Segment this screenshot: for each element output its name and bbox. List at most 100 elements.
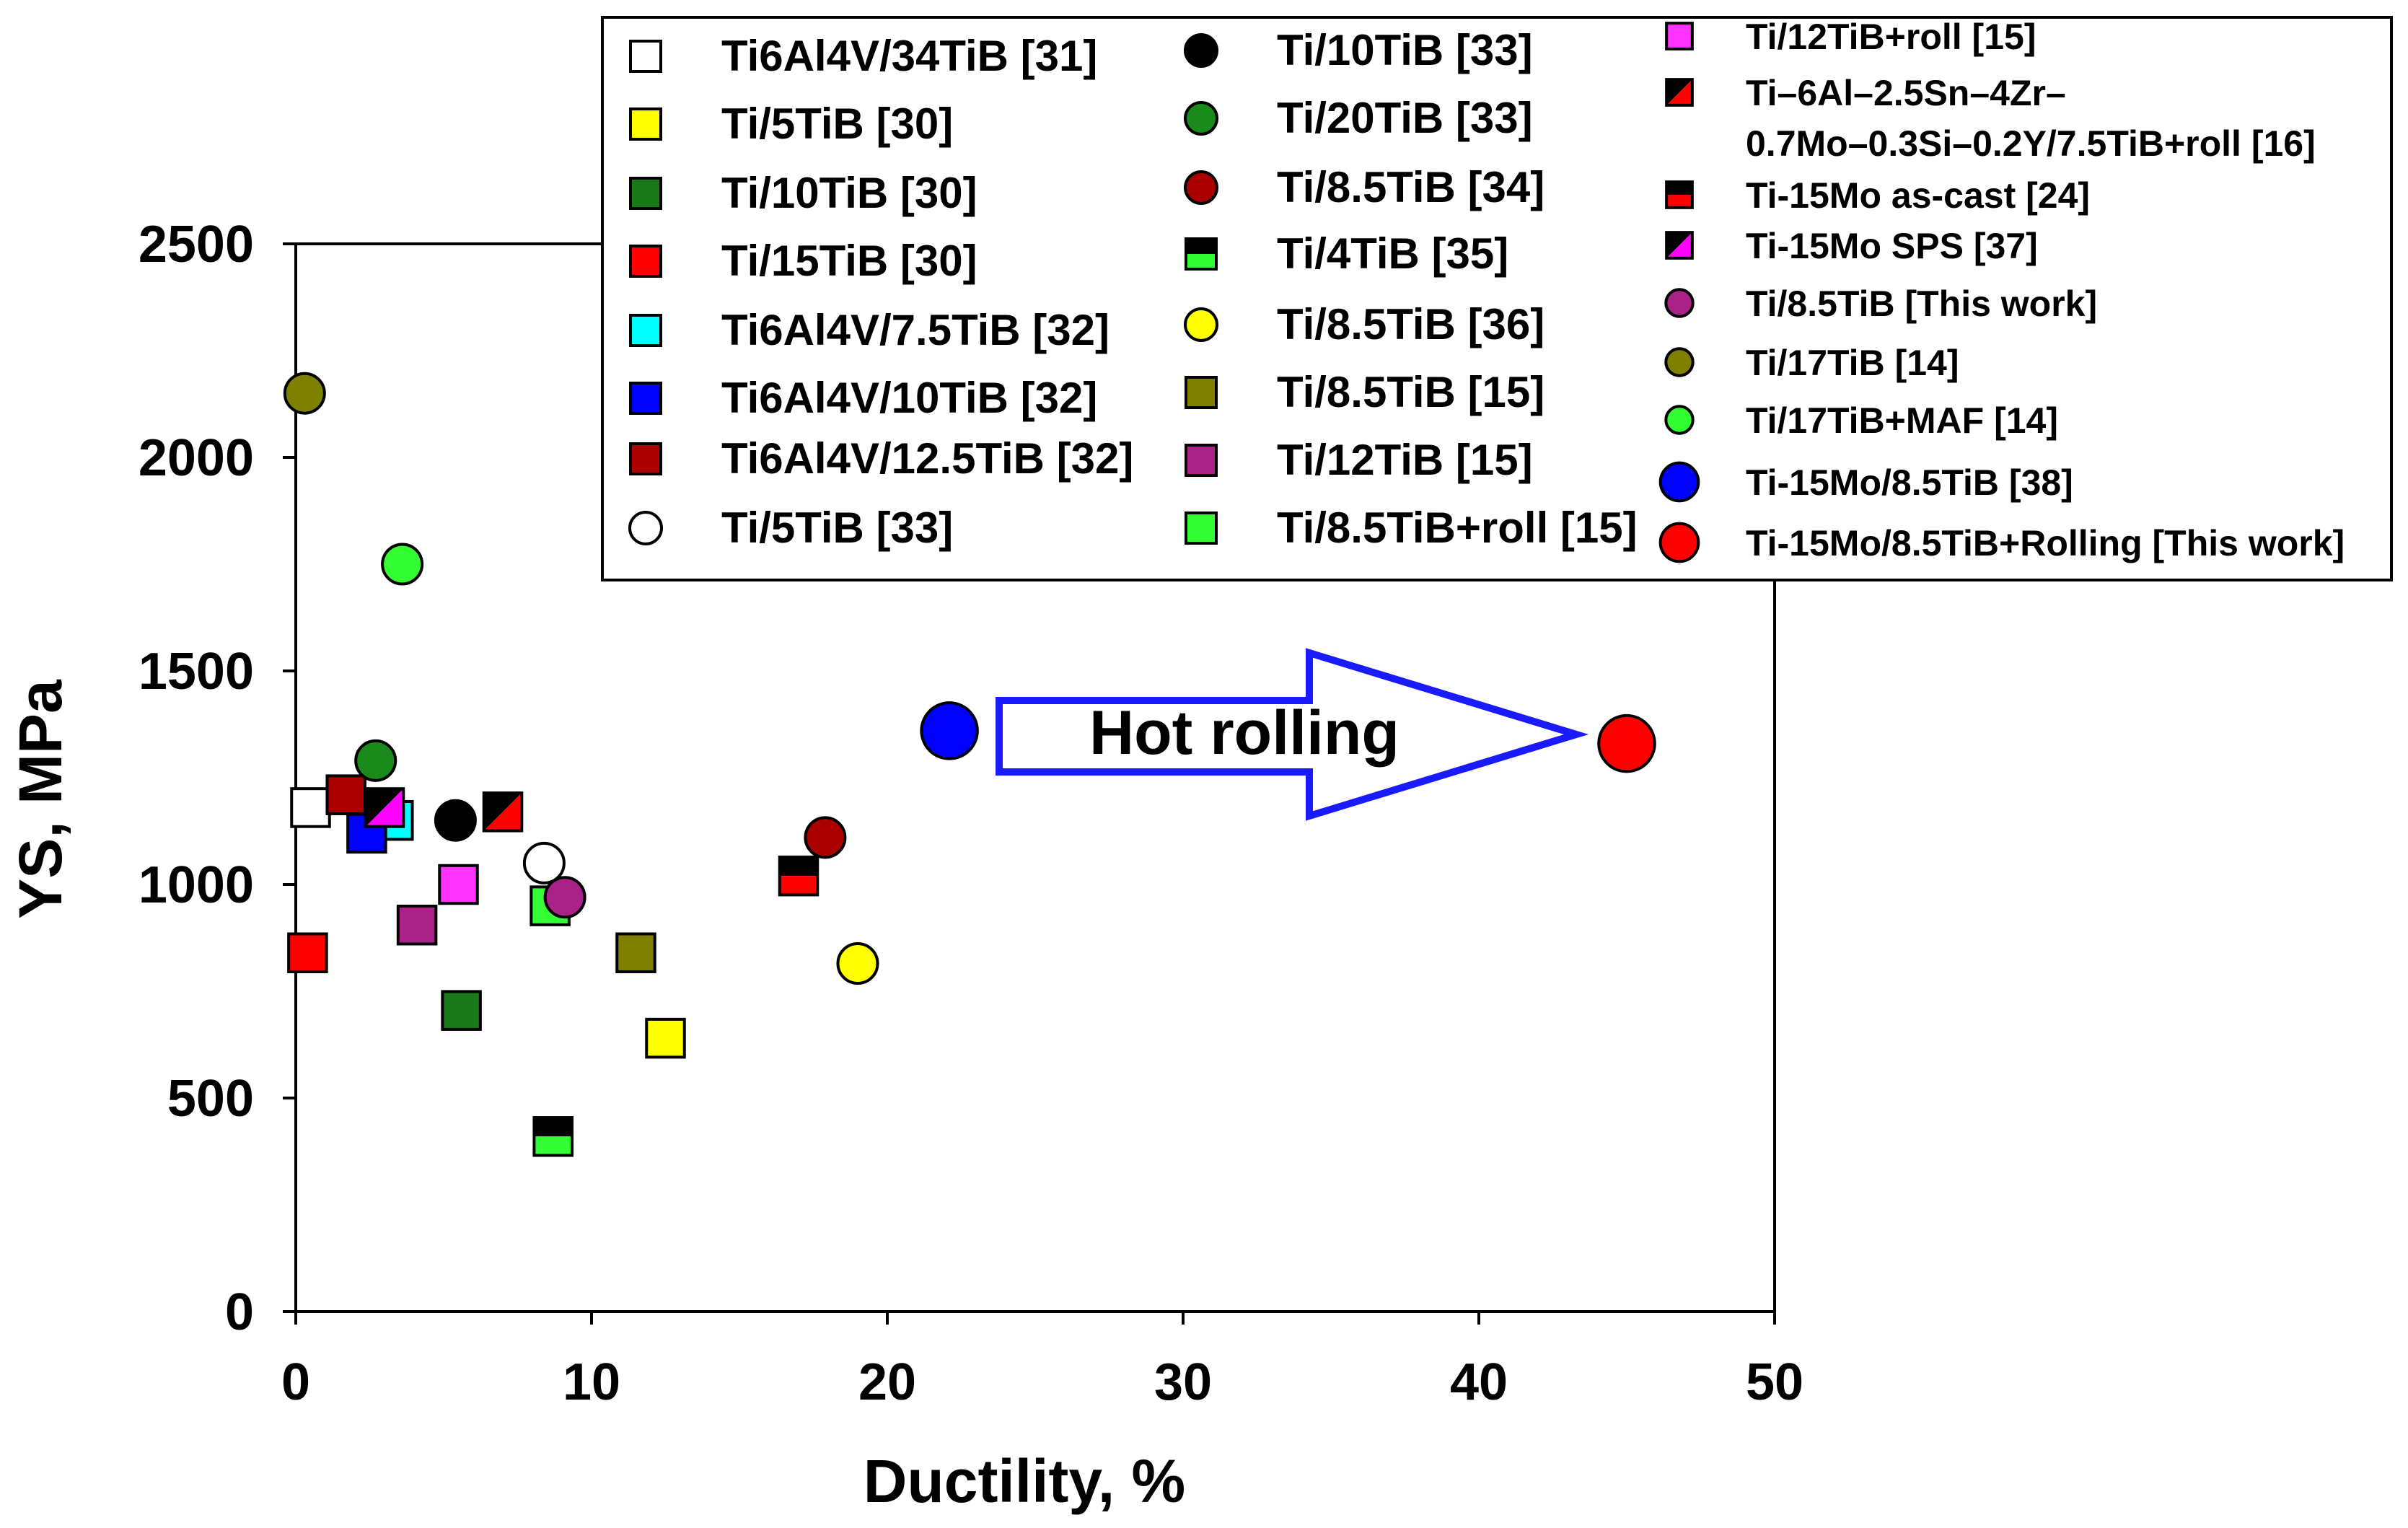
point-ti-8-5tib-this-work [543, 876, 586, 919]
legend-marker [629, 382, 662, 415]
point-ti6al4v-34tib-31 [290, 787, 331, 828]
legend-item-ti-15tib-30: Ti/15TiB [30] [629, 237, 977, 285]
point-ti-5tib-30 [645, 1017, 686, 1059]
point-ti-15mo-sps-37 [364, 787, 405, 828]
legend-label: Ti/8.5TiB [15] [1277, 368, 1544, 416]
x-axis-title: Ductility, % [864, 1447, 1186, 1515]
legend-label: Ti/5TiB [33] [721, 504, 953, 552]
hot-rolling-annotation: Hot rolling [996, 648, 1589, 821]
legend-label: Ti/8.5TiB [This work] [1746, 284, 2097, 324]
legend-label: Ti/12TiB+roll [15] [1746, 17, 2036, 57]
y-tick-label: 1500 [139, 643, 254, 701]
legend-label: Ti6Al4V/10TiB [32] [721, 374, 1097, 422]
point-ti-8-5tib-15 [615, 932, 656, 973]
legend-marker [1185, 237, 1218, 271]
y-tick-label: 1000 [139, 856, 254, 914]
legend-marker [1665, 22, 1694, 51]
legend-label: Ti/20TiB [33] [1277, 94, 1533, 142]
legend-item-ti-8-5tib-this-work: Ti/8.5TiB [This work] [1664, 284, 2097, 324]
legend-label: Ti-15Mo SPS [37] [1746, 226, 2038, 266]
point-ti-6al-2-5sn-4zr-0-7mo-0-3si-0-2y-7-5tib-roll-16 [482, 791, 524, 833]
legend-marker [1184, 101, 1218, 136]
legend-item-ti-5tib-30: Ti/5TiB [30] [629, 100, 953, 148]
legend-marker [629, 177, 662, 210]
point-ti-15mo-8-5tib-38 [920, 701, 979, 760]
legend-marker [628, 511, 663, 545]
legend-marker [1658, 522, 1700, 563]
legend-label: Ti/5TiB [30] [721, 100, 953, 148]
y-tick-label: 2000 [139, 429, 254, 487]
legend-marker [629, 442, 662, 475]
y-axis-title: YS, MPa [6, 679, 74, 919]
legend-item-ti-17tib-maf-14: Ti/17TiB+MAF [14] [1664, 400, 2058, 441]
point-ti-12tib-15 [396, 904, 438, 946]
legend-marker [1184, 33, 1218, 68]
point-ti6al4v-12-5tib-32 [325, 774, 366, 815]
x-tick-label: 10 [563, 1353, 620, 1411]
point-ti-17tib-14 [283, 372, 326, 415]
legend-marker [1185, 511, 1218, 545]
legend-label: Ti/15TiB [30] [721, 237, 977, 285]
legend: Ti6Al4V/34TiB [31] Ti/5TiB [30] Ti/10TiB [… [601, 16, 2393, 581]
legend-marker [1184, 307, 1218, 342]
legend-item-ti-5tib-33: Ti/5TiB [33] [628, 504, 953, 552]
y-tick-label: 2500 [139, 216, 254, 273]
x-tick-label: 40 [1450, 1353, 1508, 1411]
legend-item-ti-8-5tib-15: Ti/8.5TiB [15] [1185, 368, 1544, 416]
legend-marker [1665, 231, 1694, 260]
legend-item-ti-10tib-33: Ti/10TiB [33] [1184, 26, 1533, 74]
point-ti-8-5tib-36 [836, 942, 879, 985]
legend-marker [1185, 376, 1218, 409]
legend-item-ti6al4v-7-5tib-32: Ti6Al4V/7.5TiB [32] [629, 306, 1109, 354]
y-tick-label: 0 [225, 1283, 254, 1341]
legend-label: Ti6Al4V/7.5TiB [32] [721, 306, 1109, 354]
x-tick-label: 20 [858, 1353, 916, 1411]
legend-label: Ti/8.5TiB+roll [15] [1277, 504, 1638, 552]
legend-label: Ti/4TiB [35] [1277, 229, 1508, 278]
legend-marker [629, 107, 662, 141]
legend-label: Ti/10TiB [33] [1277, 26, 1533, 74]
legend-marker [629, 245, 662, 278]
axes: 0 10 20 30 40 5005001000150020002500Ductility… [6, 216, 1803, 1515]
legend-marker [1664, 288, 1695, 318]
legend-marker [629, 314, 662, 347]
legend-item-ti-15mo-as-cast-24: Ti-15Mo as-cast [24] [1665, 175, 2090, 216]
point-ti-12tib-roll-15 [438, 864, 479, 905]
legend-item-ti-8-5tib-34: Ti/8.5TiB [34] [1184, 163, 1544, 211]
legend-item-ti-4tib-35: Ti/4TiB [35] [1185, 229, 1508, 278]
legend-item-ti-6al-2-5sn-4zr-0-7mo-0-3si-0-2y-7-5tib-roll-16: Ti–6Al–2.5Sn–4Zr– 0.7Mo–0.3Si–0.2Y/7.5TiB… [1665, 73, 2316, 164]
point-ti-20tib-33 [354, 739, 397, 782]
legend-marker [1664, 405, 1695, 435]
legend-label: Ti/8.5TiB [36] [1277, 300, 1544, 348]
legend-marker [1658, 461, 1700, 503]
x-tick-label: 0 [281, 1353, 310, 1411]
legend-item-ti-20tib-33: Ti/20TiB [33] [1184, 94, 1533, 142]
point-ti-5tib-33 [522, 841, 566, 884]
legend-label: Ti6Al4V/12.5TiB [32] [721, 434, 1133, 483]
data-points [283, 372, 1656, 1157]
legend-label: Ti/10TiB [30] [721, 169, 977, 217]
legend-label: Ti/17TiB+MAF [14] [1746, 400, 2058, 441]
legend-item-ti-8-5tib-36: Ti/8.5TiB [36] [1184, 300, 1544, 348]
point-ti-10tib-30 [441, 990, 482, 1031]
y-tick-label: 500 [167, 1070, 254, 1128]
legend-label: Ti-15Mo/8.5TiB+Rolling [This work] [1746, 523, 2345, 563]
point-ti-4tib-35 [532, 1116, 574, 1157]
legend-label: Ti/17TiB [14] [1746, 343, 1959, 383]
legend-item-ti-15mo-8-5tib-38: Ti-15Mo/8.5TiB [38] [1658, 461, 2073, 503]
legend-marker [1185, 444, 1218, 477]
legend-item-ti-10tib-30: Ti/10TiB [30] [629, 169, 977, 217]
legend-box [601, 16, 2393, 581]
point-ti-17tib-maf-14 [381, 543, 424, 586]
legend-label: Ti-15Mo as-cast [24] [1746, 175, 2090, 216]
legend-item-ti-15mo-sps-37: Ti-15Mo SPS [37] [1665, 226, 2038, 266]
legend-item-ti-15mo-8-5tib-rolling-this-work: Ti-15Mo/8.5TiB+Rolling [This work] [1658, 522, 2345, 563]
hot-rolling-label: Hot rolling [1089, 698, 1399, 768]
legend-marker [629, 40, 662, 73]
x-tick-label: 30 [1154, 1353, 1212, 1411]
legend-item-ti6al4v-12-5tib-32: Ti6Al4V/12.5TiB [32] [629, 434, 1133, 483]
legend-label: Ti6Al4V/34TiB [31] [721, 32, 1097, 80]
legend-label: Ti–6Al–2.5Sn–4Zr– 0.7Mo–0.3Si–0.2Y/7.5TiB… [1746, 73, 2316, 164]
legend-item-ti-17tib-14: Ti/17TiB [14] [1664, 343, 1959, 383]
